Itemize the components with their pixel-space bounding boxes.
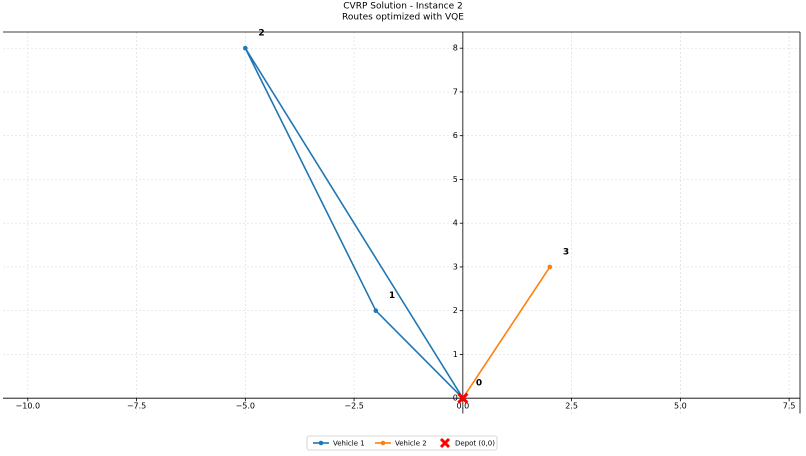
y-tick-label: 3 xyxy=(453,262,458,271)
legend-label: Depot (0,0) xyxy=(455,440,495,448)
node-label: 0 xyxy=(476,379,482,389)
node-label: 3 xyxy=(563,247,569,257)
legend-label: Vehicle 1 xyxy=(333,440,365,448)
chart-title: CVRP Solution - Instance 2 xyxy=(343,2,462,12)
x-tick-label: 7.5 xyxy=(783,402,796,411)
route-point xyxy=(373,308,379,313)
x-tick-label: −2.5 xyxy=(344,402,363,411)
y-tick-label: 7 xyxy=(453,87,458,96)
chart-subtitle: Routes optimized with VQE xyxy=(342,13,464,23)
depot-marker xyxy=(457,392,469,404)
x-tick-label: −5.0 xyxy=(236,402,255,411)
route-line xyxy=(244,47,464,399)
legend-marker xyxy=(318,440,324,446)
x-tick-label: −7.5 xyxy=(127,402,146,411)
node-label: 2 xyxy=(258,29,264,39)
x-tick-label: 2.5 xyxy=(565,402,578,411)
route-point xyxy=(547,264,553,270)
node-label: 1 xyxy=(389,291,395,301)
legend-marker xyxy=(380,440,386,446)
x-tick-label: 5.0 xyxy=(674,402,687,411)
y-tick-label: 2 xyxy=(453,306,458,315)
route-point xyxy=(243,45,248,51)
x-tick-label: −10.0 xyxy=(16,402,41,411)
y-tick-label: 1 xyxy=(453,350,458,359)
y-tick-label: 5 xyxy=(453,175,458,184)
legend-label: Vehicle 2 xyxy=(395,440,427,448)
depot-marker xyxy=(439,437,451,449)
y-tick-label: 6 xyxy=(453,131,458,140)
y-tick-label: 8 xyxy=(453,44,458,53)
y-tick-label: 4 xyxy=(453,219,458,228)
